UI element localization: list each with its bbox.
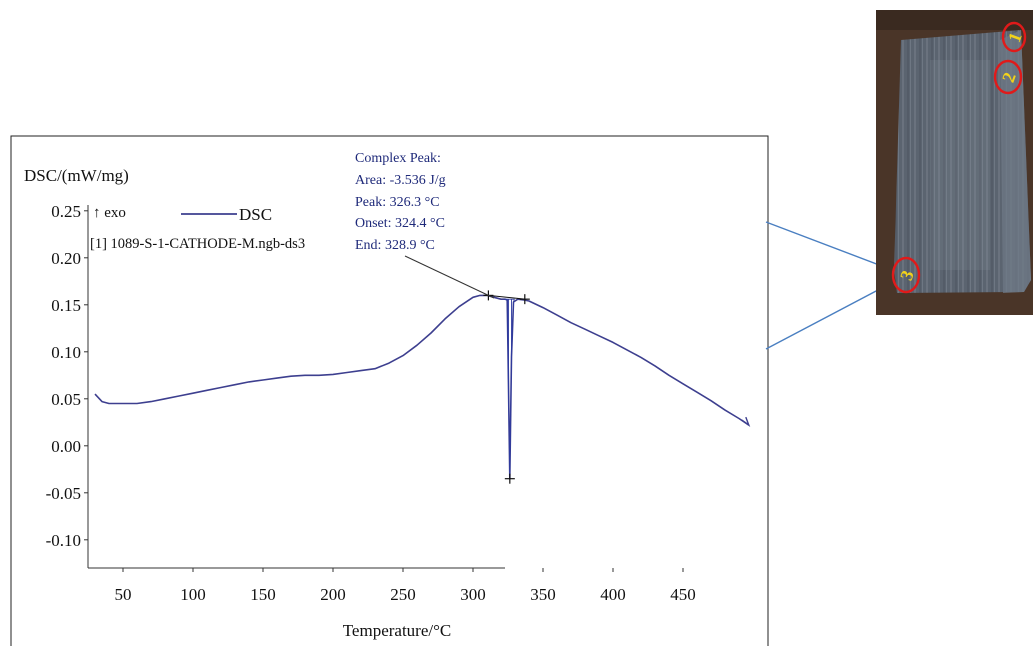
x-tick-label: 350 [530, 585, 556, 604]
y-tick-label: 0.20 [51, 249, 81, 268]
exo-label: ↑ exo [93, 205, 126, 221]
photo-edge-shade [876, 10, 1033, 30]
dsc-series-line [94, 294, 750, 480]
marker-ring-1 [1001, 21, 1027, 53]
file-label: [1] 1089-S-1-CATHODE-M.ngb-ds3 [90, 236, 305, 252]
peak-annotation-line: End: 328.9 °C [355, 238, 435, 253]
peak-baseline [488, 294, 525, 300]
x-tick-label: 200 [320, 585, 346, 604]
connector-line [765, 279, 898, 350]
y-ticks: 0.25 0.20 0.15 0.10 0.05 0.00 -0.05 -0.10 [46, 202, 88, 550]
peak-annotation-line: Complex Peak: [355, 151, 441, 166]
peak-annotation-line: Onset: 324.4 °C [355, 216, 445, 231]
x-tick-label: 150 [250, 585, 276, 604]
y-tick-label: 0.10 [51, 343, 81, 362]
chart-frame [10, 135, 769, 646]
y-tick-label: 0.00 [51, 437, 81, 456]
x-tick-label: 50 [115, 585, 132, 604]
marker-ring-2 [993, 59, 1023, 95]
connector-line [765, 221, 896, 272]
x-tick-label: 400 [600, 585, 626, 604]
y-tick-label: 0.15 [51, 296, 81, 315]
peak-layer [483, 290, 530, 484]
x-axis-label: Temperature/°C [343, 621, 452, 640]
y-tick-label: 0.05 [51, 390, 81, 409]
sample-photo: 1 2 3 [876, 10, 1033, 315]
cathode-sample [894, 30, 1031, 293]
y-tick-label: 0.25 [51, 202, 81, 221]
series-end-arrow [741, 416, 751, 428]
x-ticks: 50 100 150 200 250 300 350 400 450 [115, 568, 696, 604]
series-layer [94, 294, 751, 480]
marker-ring-3 [891, 256, 921, 294]
y-axis-label: DSC/(mW/mg) [24, 166, 129, 185]
x-tick-label: 100 [180, 585, 206, 604]
peak-annotation-line: Area: -3.536 J/g [355, 173, 446, 188]
x-tick-label: 450 [670, 585, 696, 604]
peak-annotation-line: Peak: 326.3 °C [355, 195, 440, 210]
peak-annotation: Complex Peak: Area: -3.536 J/g Peak: 326… [355, 151, 495, 299]
x-tick-label: 300 [460, 585, 486, 604]
peak-leader-line [404, 255, 495, 299]
y-tick-label: -0.05 [46, 484, 81, 503]
legend-dsc-label: DSC [239, 205, 272, 224]
dsc-chart: 50 100 150 200 250 300 350 400 450 0.250.200.150… [10, 135, 769, 646]
x-tick-label: 250 [390, 585, 416, 604]
cathode-sample-highlight [1000, 30, 1031, 293]
cathode-sample-texture [930, 60, 990, 270]
y-tick-label: -0.10 [46, 531, 81, 550]
